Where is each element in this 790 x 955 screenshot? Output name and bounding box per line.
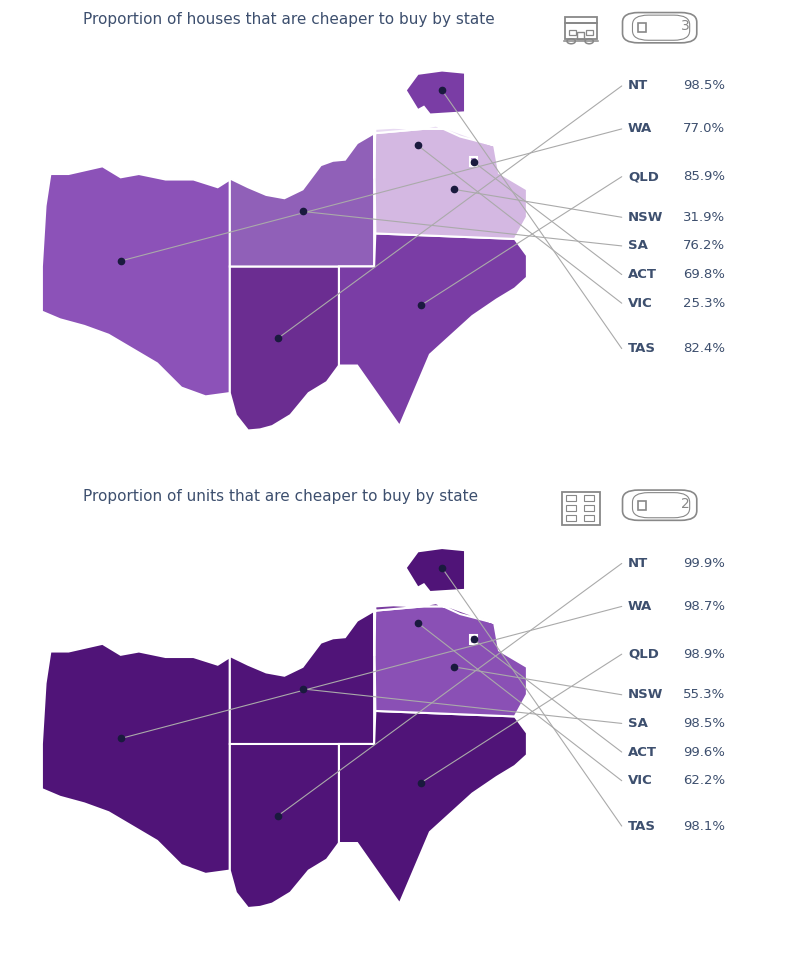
Text: 98.1%: 98.1% [683, 819, 725, 833]
Bar [566, 495, 576, 501]
Text: SA: SA [628, 240, 648, 252]
Text: NT: NT [628, 79, 649, 93]
Bar [562, 493, 600, 524]
Polygon shape [374, 603, 495, 656]
Text: QLD: QLD [628, 170, 659, 183]
Polygon shape [230, 134, 374, 266]
Text: Proportion of houses that are cheaper to buy by state: Proportion of houses that are cheaper to… [83, 11, 495, 27]
Bar [570, 30, 576, 35]
Text: 98.9%: 98.9% [683, 647, 725, 661]
Text: 82.4%: 82.4% [683, 342, 725, 355]
Text: 99.6%: 99.6% [683, 746, 725, 758]
Text: NT: NT [628, 557, 649, 570]
Text: 3: 3 [681, 19, 690, 33]
Text: WA: WA [628, 600, 653, 613]
Bar [566, 505, 576, 511]
Polygon shape [339, 711, 527, 903]
Text: SA: SA [628, 717, 648, 730]
Text: TAS: TAS [628, 819, 656, 833]
Bar [638, 23, 646, 32]
Polygon shape [230, 611, 374, 744]
Text: WA: WA [628, 122, 653, 136]
Text: TAS: TAS [628, 342, 656, 355]
Text: ACT: ACT [628, 746, 657, 758]
Bar [585, 505, 594, 511]
Polygon shape [42, 644, 230, 874]
Text: VIC: VIC [628, 775, 653, 787]
Text: 98.5%: 98.5% [683, 79, 725, 93]
Text: 98.5%: 98.5% [683, 717, 725, 730]
Text: 85.9%: 85.9% [683, 170, 725, 183]
Bar [565, 23, 596, 39]
Bar [585, 515, 594, 521]
Polygon shape [230, 744, 339, 908]
Text: QLD: QLD [628, 647, 659, 661]
Polygon shape [374, 129, 527, 239]
Text: 69.8%: 69.8% [683, 268, 725, 281]
Bar [566, 515, 576, 521]
Polygon shape [42, 166, 230, 396]
Polygon shape [374, 606, 527, 716]
Polygon shape [470, 158, 477, 166]
Polygon shape [230, 266, 339, 431]
Text: 25.3%: 25.3% [683, 297, 725, 309]
Bar [565, 16, 596, 23]
Bar [586, 30, 593, 35]
Text: ACT: ACT [628, 268, 657, 281]
Text: Proportion of units that are cheaper to buy by state: Proportion of units that are cheaper to … [83, 489, 478, 504]
Bar [638, 500, 646, 510]
Text: NSW: NSW [628, 689, 664, 701]
Polygon shape [405, 548, 465, 592]
Bar [577, 32, 584, 39]
Text: VIC: VIC [628, 297, 653, 309]
Polygon shape [339, 233, 527, 426]
Text: 98.7%: 98.7% [683, 600, 725, 613]
Polygon shape [405, 71, 465, 115]
Text: 2: 2 [681, 497, 690, 511]
Polygon shape [374, 125, 495, 179]
Text: 31.9%: 31.9% [683, 211, 725, 223]
Polygon shape [470, 635, 477, 644]
Text: 77.0%: 77.0% [683, 122, 725, 136]
Text: 76.2%: 76.2% [683, 240, 725, 252]
Text: 99.9%: 99.9% [683, 557, 725, 570]
Text: NSW: NSW [628, 211, 664, 223]
Text: 55.3%: 55.3% [683, 689, 725, 701]
Bar [585, 495, 594, 501]
Text: 62.2%: 62.2% [683, 775, 725, 787]
